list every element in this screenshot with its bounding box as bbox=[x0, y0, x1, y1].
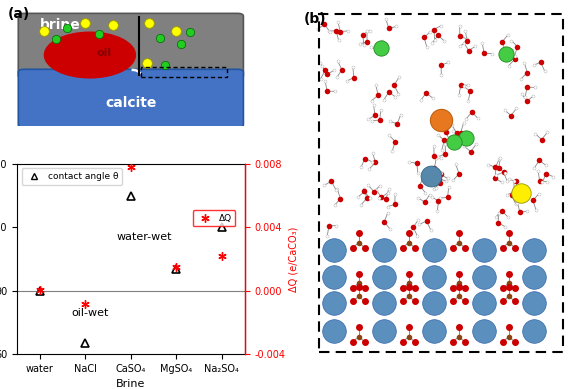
X-axis label: Brine: Brine bbox=[116, 379, 145, 389]
FancyBboxPatch shape bbox=[18, 69, 244, 128]
Text: brine: brine bbox=[40, 18, 81, 32]
Y-axis label: ΔQ (e/CaCO₃): ΔQ (e/CaCO₃) bbox=[288, 226, 298, 292]
Text: (a): (a) bbox=[8, 7, 30, 21]
Bar bbox=[141, 67, 228, 77]
Text: (b): (b) bbox=[304, 12, 326, 26]
Text: oil-wet: oil-wet bbox=[72, 308, 109, 318]
Text: oil: oil bbox=[96, 48, 111, 58]
Circle shape bbox=[45, 32, 136, 78]
Text: water-wet: water-wet bbox=[117, 232, 172, 242]
FancyBboxPatch shape bbox=[18, 13, 244, 79]
Text: calcite: calcite bbox=[105, 96, 157, 110]
Legend: ΔQ: ΔQ bbox=[193, 210, 236, 226]
